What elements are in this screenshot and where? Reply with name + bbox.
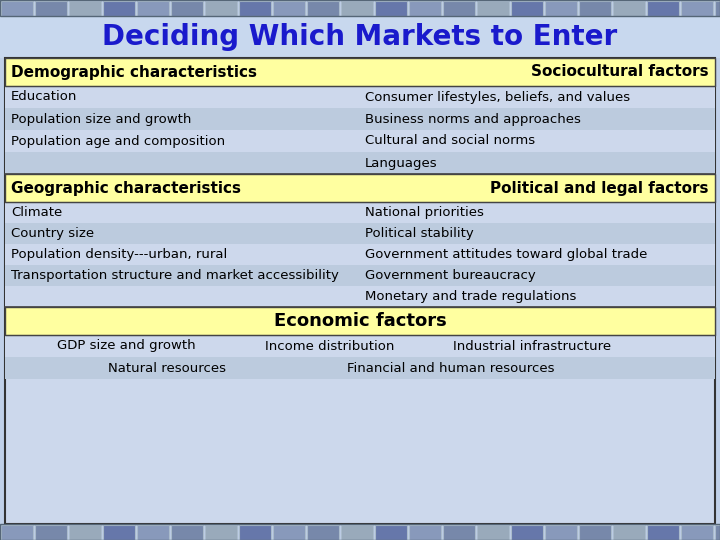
FancyBboxPatch shape [714,525,720,539]
FancyBboxPatch shape [647,525,679,539]
Text: Financial and human resources: Financial and human resources [347,361,554,375]
Text: Government bureaucracy: Government bureaucracy [365,269,536,282]
FancyBboxPatch shape [1,525,33,539]
FancyBboxPatch shape [204,1,237,16]
FancyBboxPatch shape [1,1,33,16]
FancyBboxPatch shape [5,108,715,130]
Text: Country size: Country size [11,227,94,240]
Text: GDP size and growth: GDP size and growth [57,340,196,353]
FancyBboxPatch shape [680,525,713,539]
FancyBboxPatch shape [408,1,441,16]
Text: Business norms and approaches: Business norms and approaches [365,112,581,125]
FancyBboxPatch shape [171,525,203,539]
FancyBboxPatch shape [5,58,715,86]
FancyBboxPatch shape [374,1,407,16]
FancyBboxPatch shape [204,525,237,539]
FancyBboxPatch shape [544,525,577,539]
FancyBboxPatch shape [238,525,271,539]
Text: Government attitudes toward global trade: Government attitudes toward global trade [365,248,647,261]
FancyBboxPatch shape [374,525,407,539]
FancyBboxPatch shape [272,1,305,16]
FancyBboxPatch shape [5,174,715,202]
FancyBboxPatch shape [5,130,715,152]
FancyBboxPatch shape [5,86,715,108]
FancyBboxPatch shape [5,223,715,244]
Text: Economic factors: Economic factors [274,312,446,330]
FancyBboxPatch shape [5,357,715,379]
Bar [0,524,720,540]
FancyBboxPatch shape [477,1,509,16]
FancyBboxPatch shape [307,1,339,16]
FancyBboxPatch shape [544,1,577,16]
FancyBboxPatch shape [68,525,101,539]
FancyBboxPatch shape [443,1,475,16]
FancyBboxPatch shape [35,525,67,539]
FancyBboxPatch shape [68,1,101,16]
FancyBboxPatch shape [5,286,715,307]
FancyBboxPatch shape [578,525,611,539]
FancyBboxPatch shape [35,1,67,16]
Text: Demographic characteristics: Demographic characteristics [11,64,257,79]
Text: Industrial infrastructure: Industrial infrastructure [453,340,611,353]
FancyBboxPatch shape [680,1,713,16]
FancyBboxPatch shape [578,1,611,16]
Bar [0,0,720,16]
FancyBboxPatch shape [5,265,715,286]
FancyBboxPatch shape [613,1,645,16]
FancyBboxPatch shape [102,525,135,539]
FancyBboxPatch shape [714,1,720,16]
FancyBboxPatch shape [0,16,720,58]
FancyBboxPatch shape [510,1,543,16]
Text: Cultural and social norms: Cultural and social norms [365,134,535,147]
FancyBboxPatch shape [307,525,339,539]
FancyBboxPatch shape [137,525,169,539]
FancyBboxPatch shape [477,525,509,539]
FancyBboxPatch shape [510,525,543,539]
Text: Climate: Climate [11,206,62,219]
FancyBboxPatch shape [5,58,715,524]
FancyBboxPatch shape [238,1,271,16]
FancyBboxPatch shape [5,307,715,335]
Text: Income distribution: Income distribution [264,340,394,353]
FancyBboxPatch shape [272,525,305,539]
Text: Education: Education [11,91,77,104]
Text: Political stability: Political stability [365,227,474,240]
Text: Natural resources: Natural resources [108,361,226,375]
FancyBboxPatch shape [5,152,715,174]
Text: Deciding Which Markets to Enter: Deciding Which Markets to Enter [102,23,618,51]
Text: Sociocultural factors: Sociocultural factors [531,64,709,79]
FancyBboxPatch shape [102,1,135,16]
FancyBboxPatch shape [341,525,373,539]
Text: National priorities: National priorities [365,206,484,219]
FancyBboxPatch shape [137,1,169,16]
Text: Geographic characteristics: Geographic characteristics [11,180,241,195]
FancyBboxPatch shape [408,525,441,539]
FancyBboxPatch shape [5,202,715,223]
FancyBboxPatch shape [171,1,203,16]
FancyBboxPatch shape [443,525,475,539]
FancyBboxPatch shape [5,244,715,265]
FancyBboxPatch shape [341,1,373,16]
Text: Monetary and trade regulations: Monetary and trade regulations [365,290,577,303]
Text: Population age and composition: Population age and composition [11,134,225,147]
Text: Population density---urban, rural: Population density---urban, rural [11,248,228,261]
Text: Population size and growth: Population size and growth [11,112,192,125]
Text: Transportation structure and market accessibility: Transportation structure and market acce… [11,269,339,282]
Text: Consumer lifestyles, beliefs, and values: Consumer lifestyles, beliefs, and values [365,91,630,104]
Text: Languages: Languages [365,157,438,170]
FancyBboxPatch shape [613,525,645,539]
FancyBboxPatch shape [647,1,679,16]
FancyBboxPatch shape [5,335,715,357]
Text: Political and legal factors: Political and legal factors [490,180,709,195]
